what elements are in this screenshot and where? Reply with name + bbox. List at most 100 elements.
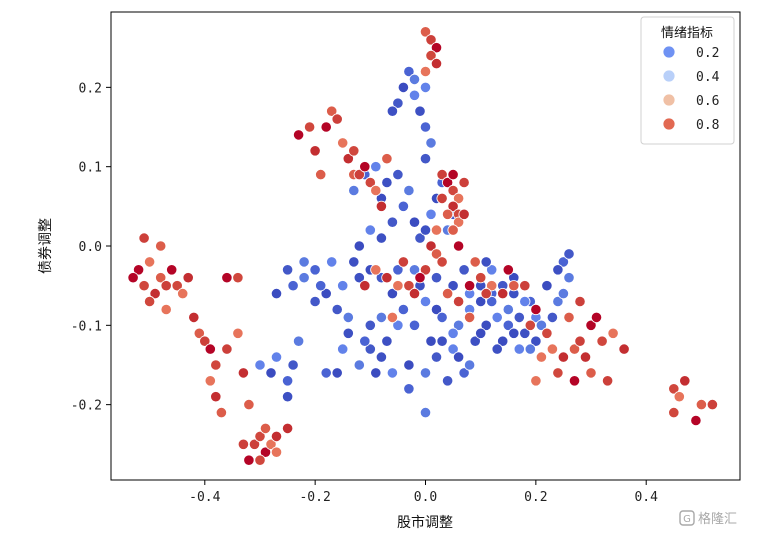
legend-label: 0.2 bbox=[696, 46, 719, 61]
data-point bbox=[447, 280, 459, 292]
data-point bbox=[519, 280, 531, 292]
data-point bbox=[452, 240, 465, 252]
data-point bbox=[337, 280, 349, 292]
data-point bbox=[320, 367, 332, 379]
data-point bbox=[414, 232, 426, 244]
data-point bbox=[375, 232, 387, 244]
data-point bbox=[458, 264, 470, 276]
data-point bbox=[386, 311, 398, 323]
legend-marker bbox=[662, 69, 676, 83]
data-point bbox=[668, 406, 680, 419]
data-point bbox=[353, 240, 365, 252]
data-point bbox=[309, 295, 321, 308]
data-point bbox=[270, 430, 283, 442]
data-point bbox=[320, 121, 332, 133]
data-point bbox=[607, 327, 619, 339]
data-point bbox=[364, 319, 376, 331]
data-point bbox=[568, 343, 581, 355]
data-point bbox=[463, 311, 476, 323]
data-point bbox=[237, 438, 249, 450]
data-point bbox=[221, 272, 233, 284]
legend-label: 0.6 bbox=[696, 94, 719, 109]
data-point bbox=[502, 264, 514, 276]
data-point bbox=[171, 280, 183, 292]
data-point bbox=[403, 184, 415, 197]
data-point bbox=[232, 327, 244, 339]
data-point bbox=[579, 351, 592, 363]
data-point bbox=[408, 319, 421, 331]
data-point bbox=[386, 367, 398, 379]
data-point bbox=[419, 367, 432, 379]
data-point bbox=[326, 256, 338, 268]
data-point bbox=[480, 287, 492, 300]
data-point bbox=[530, 375, 542, 387]
legend-label: 0.4 bbox=[696, 70, 720, 85]
data-point bbox=[452, 216, 465, 228]
data-point bbox=[441, 287, 454, 300]
x-axis-ticks: -0.4 -0.2 0.0 0.2 0.4 bbox=[189, 480, 658, 505]
data-point bbox=[370, 367, 382, 379]
data-point bbox=[541, 327, 553, 339]
data-point bbox=[160, 280, 172, 292]
data-point bbox=[469, 256, 481, 268]
data-point bbox=[331, 367, 343, 379]
x-tick-label: 0.2 bbox=[524, 490, 547, 505]
data-point bbox=[447, 343, 459, 355]
data-point bbox=[502, 303, 514, 316]
data-point bbox=[541, 280, 553, 292]
data-point bbox=[519, 295, 531, 308]
data-point bbox=[221, 343, 233, 355]
data-point bbox=[408, 216, 421, 228]
data-point bbox=[475, 327, 487, 339]
data-point bbox=[397, 81, 409, 94]
data-point bbox=[309, 145, 321, 157]
data-point bbox=[508, 327, 520, 339]
data-point bbox=[497, 287, 509, 300]
data-point bbox=[155, 240, 167, 252]
data-point bbox=[480, 256, 492, 268]
data-point bbox=[287, 280, 299, 292]
data-point bbox=[259, 422, 272, 434]
data-point bbox=[320, 287, 332, 300]
y-axis-ticks: -0.2 -0.1 0.0 0.1 0.2 bbox=[71, 81, 111, 414]
data-point bbox=[430, 272, 443, 284]
data-point bbox=[530, 303, 542, 316]
data-point bbox=[298, 256, 310, 268]
data-point bbox=[425, 49, 437, 62]
data-point bbox=[215, 406, 227, 419]
data-point bbox=[585, 319, 597, 331]
data-point bbox=[281, 375, 294, 387]
data-point bbox=[524, 319, 536, 331]
data-point bbox=[430, 351, 443, 363]
data-point bbox=[414, 272, 426, 284]
data-point bbox=[348, 256, 360, 268]
data-point bbox=[469, 335, 481, 347]
data-point bbox=[265, 438, 277, 450]
data-point bbox=[491, 311, 503, 323]
data-point bbox=[133, 264, 145, 276]
data-point bbox=[596, 335, 608, 347]
data-point bbox=[425, 34, 437, 46]
data-point bbox=[552, 367, 564, 379]
legend-title: 情绪指标 bbox=[661, 26, 713, 41]
data-point bbox=[392, 319, 404, 331]
data-point bbox=[182, 272, 194, 284]
data-point bbox=[568, 375, 581, 387]
data-point bbox=[204, 375, 216, 387]
data-point bbox=[370, 184, 382, 197]
data-point bbox=[392, 264, 404, 276]
data-point bbox=[563, 311, 575, 323]
data-point bbox=[535, 319, 548, 331]
data-point bbox=[254, 359, 266, 371]
data-point bbox=[695, 398, 708, 411]
data-point bbox=[237, 367, 249, 379]
data-point bbox=[403, 359, 415, 371]
data-point bbox=[706, 398, 719, 411]
data-point bbox=[403, 65, 415, 78]
data-point bbox=[392, 169, 404, 181]
data-point bbox=[359, 280, 371, 292]
data-point bbox=[265, 367, 277, 379]
watermark-text: 格隆汇 bbox=[698, 511, 737, 527]
data-point bbox=[397, 200, 409, 212]
